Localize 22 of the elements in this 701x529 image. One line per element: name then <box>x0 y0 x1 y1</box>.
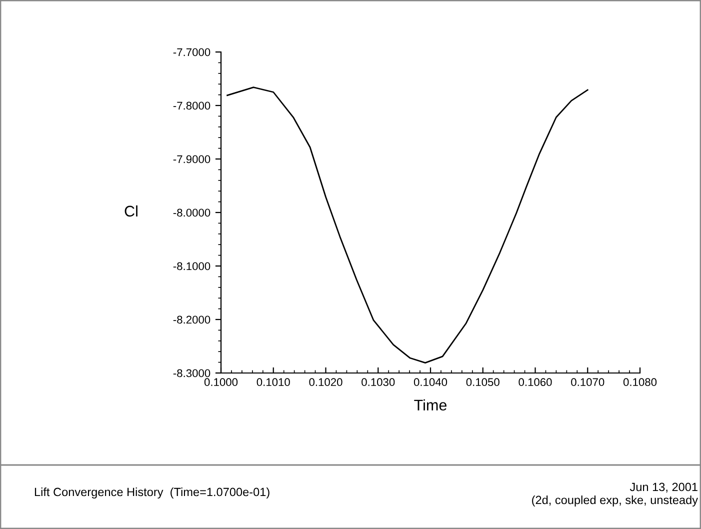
y-tick-label: -7.9000 <box>173 155 210 164</box>
y-tick-label: -7.8000 <box>173 102 210 110</box>
x-axis-title: Time <box>414 399 447 411</box>
line-series <box>226 86 588 364</box>
x-tick-label: 0.1060 <box>518 378 552 386</box>
text: (2d, coupled exp, ske, unsteady <box>532 495 698 507</box>
x-tick-label: 0.1010 <box>256 378 290 386</box>
y-tick-label: -8.0000 <box>173 208 210 217</box>
x-tick-label: 0.1040 <box>414 378 448 386</box>
x-tick-label: 0.1070 <box>571 378 604 386</box>
text: Jun 13, 2001 <box>630 482 698 493</box>
text: Lift Convergence History (Time=1.0700e-01) <box>34 487 270 499</box>
x-tick-label: 0.1050 <box>466 378 500 386</box>
y-tick-label: -8.1000 <box>173 262 210 270</box>
y-axis-title: Cl <box>124 205 138 217</box>
x-tick-label: 0.1020 <box>309 378 342 386</box>
y-tick-label: -8.3000 <box>173 369 210 378</box>
x-tick-label: 0.1080 <box>623 378 657 386</box>
x-tick-label: 0.1030 <box>362 378 395 386</box>
y-tick-label: -7.7000 <box>173 48 210 56</box>
x-tick-label: 0.1000 <box>204 378 238 386</box>
y-tick-label: -8.2000 <box>173 316 210 324</box>
